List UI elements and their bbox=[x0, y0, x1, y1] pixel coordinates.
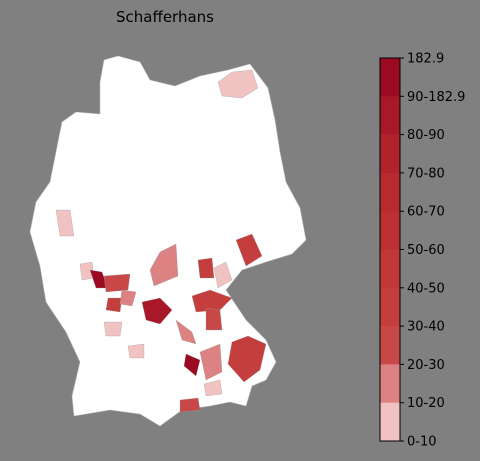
regions bbox=[55, 69, 267, 413]
colorbar-label: 50-60 bbox=[407, 243, 445, 258]
colorbar-bin bbox=[380, 58, 400, 97]
colorbar-label: 80-90 bbox=[407, 128, 445, 143]
region bbox=[103, 273, 131, 293]
colorbar-label: 0-10 bbox=[407, 435, 437, 450]
region bbox=[55, 209, 75, 237]
region bbox=[205, 307, 223, 331]
region bbox=[127, 343, 145, 359]
region bbox=[227, 335, 267, 383]
region bbox=[119, 289, 137, 307]
colorbar-bin bbox=[380, 96, 400, 136]
region bbox=[235, 233, 263, 267]
region bbox=[183, 353, 201, 377]
germany-map bbox=[29, 55, 307, 427]
colorbar-bin bbox=[380, 402, 400, 442]
colorbar-label: 10-20 bbox=[407, 396, 445, 411]
colorbar-bin bbox=[380, 287, 400, 327]
colorbar-label: 30-40 bbox=[407, 320, 445, 335]
colorbar-label: 20-30 bbox=[407, 358, 445, 373]
region bbox=[199, 343, 223, 381]
colorbar-label: 70-80 bbox=[407, 166, 445, 181]
map-title: Schafferhans bbox=[116, 8, 214, 26]
region bbox=[149, 243, 179, 287]
region bbox=[213, 261, 233, 289]
colorbar-label: 90-182.9 bbox=[407, 90, 465, 105]
country-outline bbox=[29, 55, 307, 427]
region bbox=[103, 321, 123, 337]
region bbox=[197, 257, 215, 279]
colorbar-bin bbox=[380, 249, 400, 289]
region bbox=[175, 319, 197, 345]
colorbar-label: 182.9 bbox=[407, 52, 444, 67]
colorbar-label: 40-50 bbox=[407, 281, 445, 296]
region bbox=[179, 397, 201, 413]
region bbox=[141, 297, 173, 325]
region bbox=[217, 69, 259, 99]
colorbar-label: 60-70 bbox=[407, 205, 445, 220]
colorbar-bin bbox=[380, 172, 400, 212]
colorbar-bin bbox=[380, 364, 400, 404]
region bbox=[203, 379, 223, 397]
colorbar-bin bbox=[380, 326, 400, 365]
region bbox=[105, 297, 123, 313]
colorbar-bin bbox=[380, 134, 400, 174]
colorbar: 182.9 90-182.9 80-90 70-80 60-70 50-60 40-50 30… bbox=[379, 52, 465, 450]
colorbar-bin bbox=[380, 211, 400, 250]
region bbox=[191, 289, 233, 313]
